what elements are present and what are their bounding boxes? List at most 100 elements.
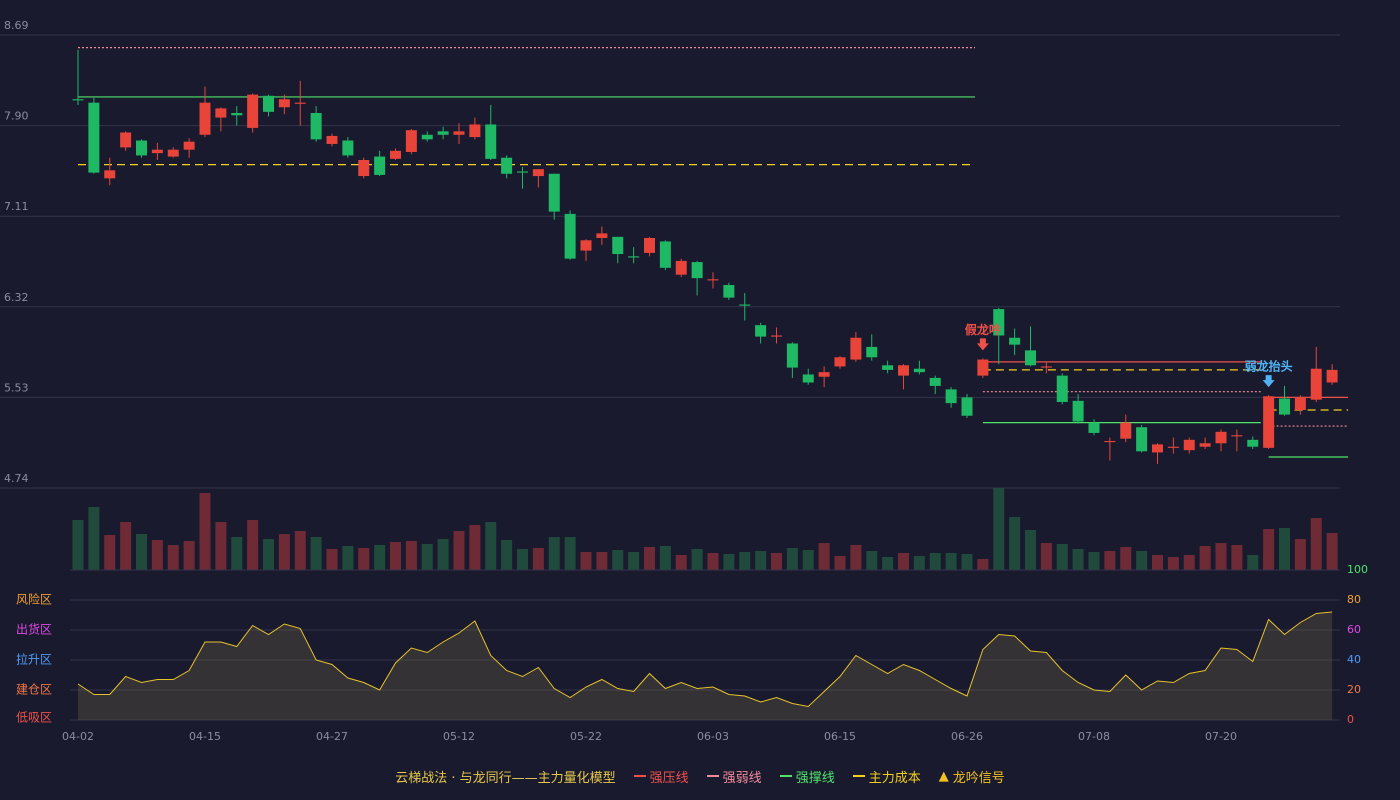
volume-bar — [1231, 545, 1243, 570]
volume-bar — [786, 548, 798, 570]
legend-swatch — [706, 775, 719, 777]
y-tick-label: 6.32 — [4, 291, 29, 304]
volume-bar — [104, 535, 116, 570]
legend-label: 主力成本 — [868, 770, 921, 786]
candle-body — [517, 171, 528, 173]
candle-body — [1167, 446, 1179, 448]
volume-bar — [1199, 546, 1211, 570]
candle-body — [120, 132, 132, 148]
signal-arrow — [976, 338, 989, 351]
candle-body — [1025, 350, 1036, 366]
candle-body — [739, 304, 751, 306]
volume-bar — [199, 493, 211, 570]
legend-label: 强压线 — [649, 770, 689, 786]
legend-label: 强弱线 — [722, 770, 762, 786]
oscillator-area — [78, 612, 1333, 720]
volume-bar — [215, 522, 227, 570]
candle-body — [263, 95, 274, 112]
volume-bar — [310, 537, 322, 570]
x-tick-label: 06-26 — [951, 730, 983, 743]
candle-body — [993, 309, 1005, 336]
volume-bar — [612, 550, 624, 570]
candle-body — [421, 134, 433, 140]
volume-bar — [278, 534, 290, 570]
volume-bar — [231, 537, 243, 570]
volume-bar — [818, 543, 830, 570]
volume-bar — [1294, 539, 1306, 570]
volume-bar — [675, 555, 687, 570]
x-tick-label: 05-12 — [443, 730, 475, 743]
candle-body — [961, 397, 973, 416]
candle-body — [358, 160, 370, 177]
volume-bar — [453, 531, 465, 570]
volume-bar — [326, 549, 338, 570]
candle-body — [294, 102, 306, 104]
legend-swatch — [779, 775, 792, 777]
volume-bar — [739, 552, 751, 570]
zone-label: 风险区 — [16, 592, 52, 607]
candle-body — [342, 140, 354, 156]
candle-body — [247, 94, 259, 128]
candle-body — [1056, 375, 1068, 402]
x-tick-label: 07-08 — [1078, 730, 1110, 743]
legend-title: 云梯战法 · 与龙同行——主力量化模型 — [395, 770, 616, 786]
candle-body — [231, 112, 243, 116]
candle-body — [310, 112, 322, 140]
volume-bar — [1183, 555, 1195, 570]
y-tick-label: 7.11 — [4, 200, 29, 213]
candle-body — [691, 262, 703, 279]
volume-bar — [294, 531, 306, 570]
volume-bar — [517, 549, 528, 570]
y-tick-label: 0 — [1347, 713, 1354, 726]
y-tick-label: 7.90 — [4, 110, 29, 123]
volume-bar — [596, 552, 608, 570]
zone-label: 拉升区 — [16, 652, 52, 667]
x-tick-label: 07-20 — [1205, 730, 1237, 743]
volume-bar — [469, 525, 481, 570]
candle-body — [1263, 396, 1275, 448]
candle-body — [929, 377, 941, 386]
legend-item: 强弱线 — [706, 767, 762, 786]
volume-bar — [644, 547, 655, 570]
volume-bar — [580, 552, 592, 570]
volume-bar — [707, 553, 719, 570]
volume-bar — [120, 522, 132, 570]
volume-bar — [723, 554, 735, 570]
candle-body — [1152, 444, 1163, 453]
volume-bar — [755, 551, 767, 570]
y-tick-label: 4.74 — [4, 472, 29, 485]
x-tick-label: 04-27 — [316, 730, 348, 743]
signal-arrow — [1262, 375, 1275, 388]
candle-body — [1040, 366, 1052, 368]
volume-bar — [898, 553, 909, 570]
volume-bar — [1104, 551, 1116, 570]
volume-bar — [628, 552, 640, 570]
volume-bar — [802, 550, 814, 570]
candle-body — [882, 365, 894, 370]
candle-body — [1231, 435, 1243, 437]
candle-body — [136, 140, 147, 156]
candle-body — [866, 346, 878, 358]
legend-swatch — [852, 775, 865, 777]
x-tick-label: 05-22 — [570, 730, 602, 743]
volume-bar — [1167, 557, 1179, 570]
volume-bar — [771, 553, 782, 570]
volume-bar — [136, 534, 147, 570]
signal-label: 弱龙抬头 — [1245, 359, 1293, 374]
legend-item: 强压线 — [633, 767, 689, 786]
candle-body — [802, 374, 814, 383]
volume-bar — [659, 546, 671, 570]
candle-body — [453, 131, 465, 135]
candle-body — [771, 335, 782, 337]
oscillator-line — [77, 611, 1333, 708]
candle-body — [850, 337, 862, 360]
volume-bar — [945, 553, 957, 570]
volume-bar — [1152, 555, 1163, 570]
volume-bar — [263, 539, 274, 570]
candle-body — [1247, 439, 1259, 447]
volume-bar — [358, 548, 370, 570]
candle-body — [1215, 431, 1227, 444]
zone-label: 建仓区 — [16, 683, 52, 697]
